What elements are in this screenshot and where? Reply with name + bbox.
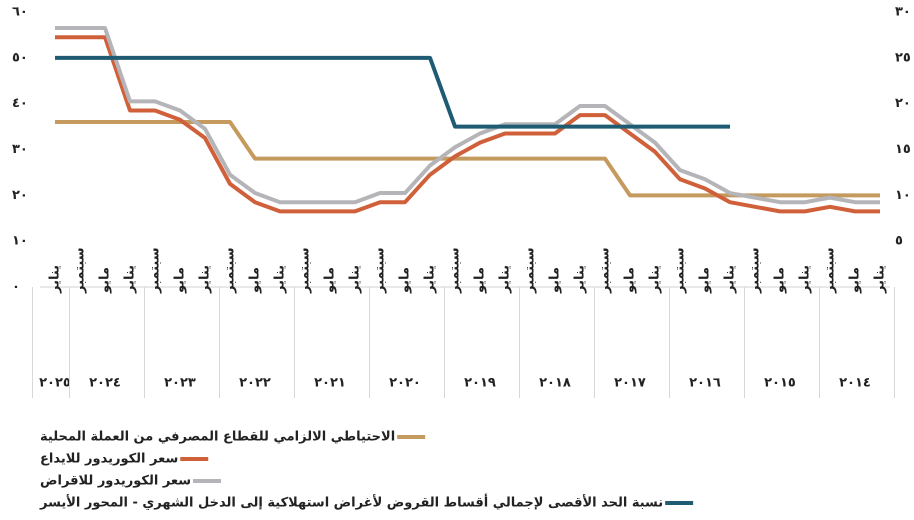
x-tick-label: مايو — [398, 267, 413, 294]
year-label: ٢٠١٥ — [764, 376, 796, 391]
x-tick-label: مايو — [323, 267, 338, 294]
legend-label: نسبة الحد الأقصى لإجمالي أقساط القروض لأ… — [39, 494, 663, 511]
x-tick-label: سبتمبر — [523, 247, 538, 294]
series-line — [55, 55, 730, 129]
x-tick-label: يناير — [123, 265, 138, 294]
x-tick-label: يناير — [198, 265, 213, 294]
y-tick-label: ٤٠ — [12, 96, 28, 111]
year-label: ٢٠١٦ — [689, 376, 721, 391]
year-label: ٢٠٢١ — [314, 376, 346, 391]
x-tick-label: يناير — [498, 265, 513, 294]
x-tick-label: يناير — [648, 265, 663, 294]
x-tick-label: يناير — [723, 265, 738, 294]
y-tick-label: ١٠ — [12, 234, 28, 249]
x-tick-label: يناير — [273, 265, 288, 294]
x-tick-label: مايو — [698, 267, 713, 294]
legend-label: سعر الكوريدور للايداع — [40, 452, 178, 467]
year-label: ٢٠١٧ — [614, 376, 646, 391]
x-tick-label: سبتمبر — [448, 247, 463, 294]
y-tick-label: ٦٠ — [12, 5, 28, 20]
y-tick-label: ٥٠ — [12, 50, 28, 65]
x-tick-label: سبتمبر — [73, 247, 88, 294]
series-line — [55, 26, 880, 205]
y-tick-label: ٣٠ — [12, 142, 28, 157]
legend-label: الاحتياطي الالزامي للقطاع المصرفي من الع… — [40, 430, 395, 445]
x-tick-label: سبتمبر — [748, 247, 763, 294]
y2-tick-label: ١٥ — [895, 142, 911, 157]
legend-label: سعر الكوريدور للاقراض — [40, 474, 191, 489]
x-tick-label: يناير — [423, 265, 438, 294]
year-label: ٢٠٢٤ — [89, 376, 121, 391]
year-label: ٢٠٢٥ — [39, 376, 71, 391]
y-tick-label: ٢٠ — [12, 188, 28, 203]
series-line — [55, 35, 880, 214]
y-tick-label: ٠ — [12, 280, 20, 295]
x-tick-label: مايو — [548, 267, 563, 294]
year-label: ٢٠٢٣ — [164, 376, 196, 391]
y2-tick-label: ١٠ — [895, 188, 911, 203]
y2-tick-label: ٣٠ — [895, 5, 911, 20]
x-tick-label: مايو — [473, 267, 488, 294]
x-tick-label: سبتمبر — [223, 247, 238, 294]
x-tick-label: يناير — [48, 265, 63, 294]
x-tick-label: مايو — [773, 267, 788, 294]
x-tick-label: سبتمبر — [823, 247, 838, 294]
y2-tick-label: ٢٠ — [895, 96, 911, 111]
x-tick-label: مايو — [248, 267, 263, 294]
x-tick-label: مايو — [623, 267, 638, 294]
x-tick-label: سبتمبر — [148, 247, 163, 294]
year-label: ٢٠١٤ — [839, 376, 871, 391]
x-tick-label: مايو — [173, 267, 188, 294]
x-tick-label: يناير — [348, 265, 363, 294]
x-tick-label: سبتمبر — [673, 247, 688, 294]
year-label: ٢٠١٩ — [464, 376, 496, 391]
x-tick-label: مايو — [98, 267, 113, 294]
x-tick-label: مايو — [848, 267, 863, 294]
x-tick-label: يناير — [798, 265, 813, 294]
x-tick-label: يناير — [873, 265, 888, 294]
y2-tick-label: ٥ — [895, 234, 903, 249]
year-label: ٢٠٢٢ — [239, 376, 271, 391]
y2-tick-label: ٢٥ — [895, 50, 911, 65]
series-line — [55, 120, 880, 198]
x-tick-label: يناير — [573, 265, 588, 294]
year-label: ٢٠٢٠ — [389, 376, 421, 391]
year-label: ٢٠١٨ — [539, 376, 571, 391]
x-tick-label: سبتمبر — [598, 247, 613, 294]
x-tick-label: سبتمبر — [373, 247, 388, 294]
x-tick-label: سبتمبر — [298, 247, 313, 294]
